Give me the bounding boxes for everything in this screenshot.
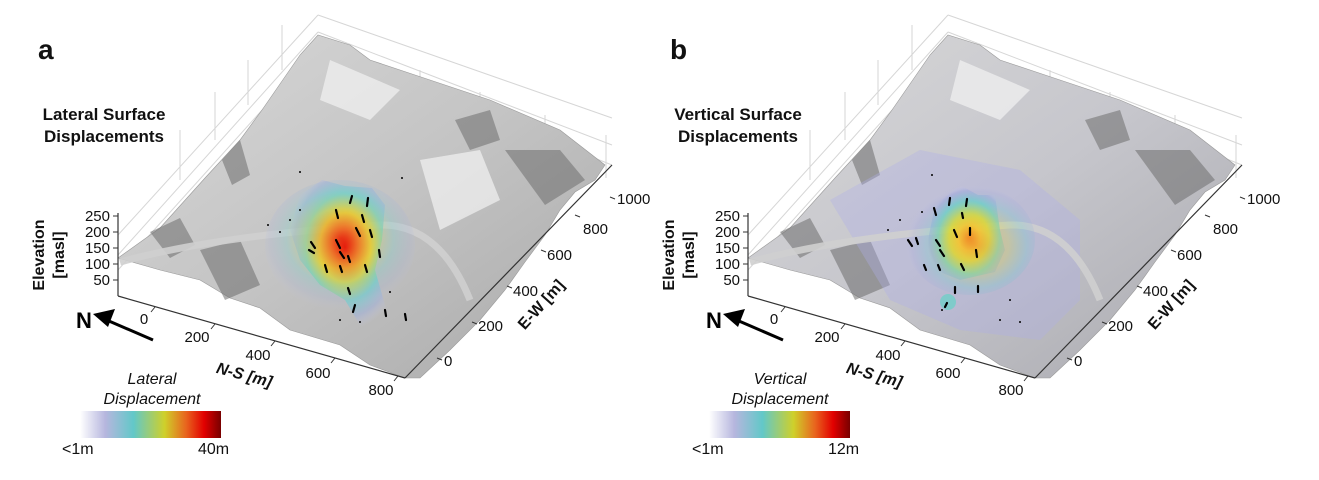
colorbar-min-label: <1m (62, 441, 94, 458)
panel-b-vertical: 250 200 150 100 50 Elevation [masl] 0 20… (660, 0, 1319, 480)
svg-text:400: 400 (245, 347, 270, 364)
colorbar-min-label: <1m (692, 441, 724, 458)
svg-text:1000: 1000 (1247, 191, 1280, 208)
colorbar-max-label: 12m (828, 441, 860, 458)
ns-axis-ticks (150, 306, 399, 382)
ew-axis-tick-labels: 0 200 400 600 800 1000 (1074, 191, 1280, 370)
ns-axis-label: N-S [m] (214, 360, 274, 391)
ns-axis-tick-labels: 0 200 400 600 800 (770, 311, 1024, 399)
svg-text:400: 400 (875, 347, 900, 364)
svg-text:N: N (706, 308, 722, 333)
panel-title: Vertical Surface Displacements (674, 105, 802, 146)
svg-text:400: 400 (513, 283, 538, 300)
terrain-shadows (780, 110, 1215, 300)
colorbar-vertical (709, 411, 850, 438)
north-arrow-icon: N (706, 308, 784, 342)
svg-text:600: 600 (935, 365, 960, 382)
svg-text:N: N (76, 308, 92, 333)
svg-text:0: 0 (770, 311, 778, 328)
svg-text:200: 200 (85, 224, 110, 241)
colorbar-title: Vertical Displacement (731, 371, 829, 408)
svg-text:400: 400 (1143, 283, 1168, 300)
svg-text:150: 150 (85, 240, 110, 257)
svg-text:Elevation: Elevation (31, 219, 48, 290)
svg-text:800: 800 (368, 382, 393, 399)
north-arrow-icon: N (76, 308, 154, 342)
colorbar-lateral (80, 411, 221, 438)
svg-text:0: 0 (140, 311, 148, 328)
svg-text:600: 600 (547, 247, 572, 264)
ew-axis-tick-labels: 0 200 400 600 800 1000 (444, 191, 650, 370)
ns-axis-tick-labels: 0 200 400 600 800 (140, 311, 394, 399)
svg-text:200: 200 (814, 329, 839, 346)
displacement-vectors (307, 194, 408, 322)
panel-title: Lateral Surface Displacements (42, 105, 166, 146)
displacement-vectors (906, 196, 980, 309)
svg-text:200: 200 (478, 318, 503, 335)
axes-lines (747, 164, 1243, 379)
svg-text:200: 200 (184, 329, 209, 346)
z-axis-tick-labels: 250 200 150 100 50 (85, 208, 110, 289)
svg-text:250: 250 (715, 208, 740, 225)
svg-text:[masl]: [masl] (51, 231, 68, 278)
svg-text:200: 200 (1108, 318, 1133, 335)
svg-text:800: 800 (998, 382, 1023, 399)
svg-text:800: 800 (1213, 221, 1238, 238)
colorbar-max-label: 40m (198, 441, 230, 458)
svg-text:600: 600 (305, 365, 330, 382)
svg-text:1000: 1000 (617, 191, 650, 208)
z-axis-label: Elevation [masl] (31, 219, 68, 290)
svg-text:0: 0 (444, 353, 452, 370)
ew-axis-ticks (436, 196, 616, 361)
svg-text:[masl]: [masl] (681, 231, 698, 278)
ew-axis-ticks (1066, 196, 1246, 361)
svg-text:0: 0 (1074, 353, 1082, 370)
terrain-3d-plot: 250 200 150 100 50 Elevation [masl] 0 20… (31, 14, 650, 438)
svg-text:50: 50 (723, 272, 740, 289)
axes-lines (117, 164, 613, 379)
svg-text:50: 50 (93, 272, 110, 289)
svg-text:100: 100 (85, 256, 110, 273)
panel-letter: a (38, 34, 54, 65)
displacement-points (887, 174, 1021, 323)
panel-letter: b (670, 34, 688, 65)
ns-axis-label: N-S [m] (844, 360, 904, 391)
svg-text:200: 200 (715, 224, 740, 241)
z-axis-label: Elevation [masl] (661, 219, 698, 290)
svg-text:250: 250 (85, 208, 110, 225)
displacement-points (267, 171, 403, 323)
ns-axis-ticks (780, 306, 1029, 382)
panel-a-lateral: 250 200 150 100 50 Elevation [masl] 0 20… (31, 14, 650, 458)
svg-text:800: 800 (583, 221, 608, 238)
z-axis-ticks (113, 215, 118, 281)
svg-text:100: 100 (715, 256, 740, 273)
svg-text:600: 600 (1177, 247, 1202, 264)
svg-text:150: 150 (715, 240, 740, 257)
terrain-3d-plot: 250 200 150 100 50 Elevation [masl] 0 20… (661, 14, 1280, 438)
z-axis-tick-labels: 250 200 150 100 50 (715, 208, 740, 289)
z-axis-ticks (743, 215, 748, 281)
svg-text:Elevation: Elevation (661, 219, 678, 290)
colorbar-title: Lateral Displacement (103, 371, 201, 408)
